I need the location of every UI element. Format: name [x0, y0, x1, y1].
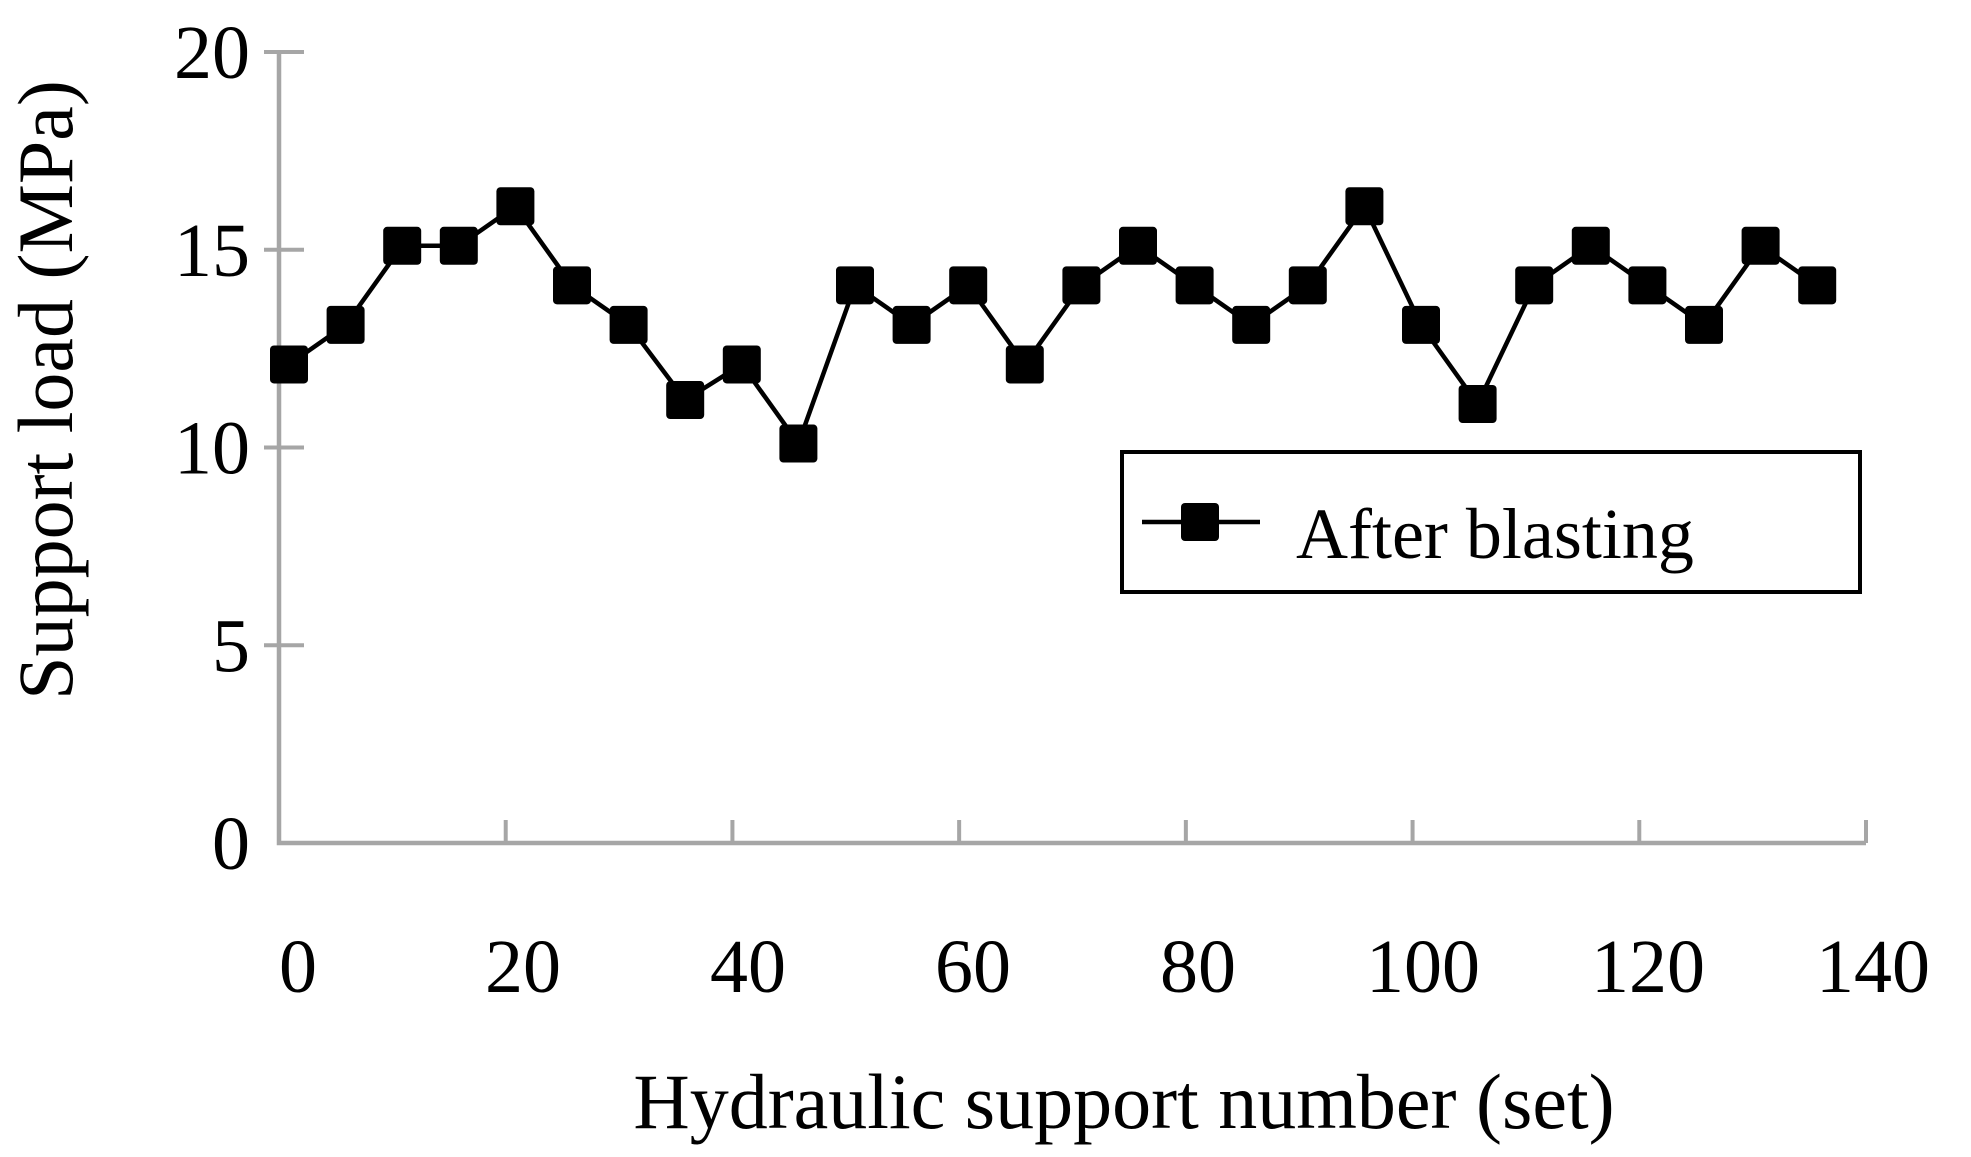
- x-tick-label: 80: [1160, 925, 1236, 1009]
- data-point-marker: [1288, 266, 1327, 305]
- axis-lines: [276, 52, 1866, 846]
- x-axis-title: Hydraulic support number (set): [633, 1058, 1614, 1145]
- data-point-marker: [1515, 266, 1554, 305]
- data-point-marker: [836, 266, 874, 305]
- data-point-marker: [609, 305, 648, 344]
- legend-label: After blasting: [1296, 494, 1694, 574]
- data-point-marker: [949, 266, 988, 305]
- data-point-marker: [779, 424, 818, 463]
- data-point-marker: [326, 305, 365, 344]
- x-tick-label: 60: [935, 925, 1011, 1009]
- data-point-marker: [1232, 305, 1271, 344]
- y-tick-label: 10: [174, 407, 250, 491]
- data-point-marker: [1458, 384, 1497, 423]
- data-point-marker: [722, 345, 761, 384]
- axes-layer: 0 5 10 15 20 0 20 40 60 80 100 120 140: [174, 11, 1930, 1009]
- x-tick-label: 0: [279, 925, 317, 1009]
- y-tick-label: 20: [174, 11, 250, 95]
- data-point-marker: [1628, 266, 1667, 305]
- legend-square-marker-icon: [1181, 503, 1219, 541]
- data-point-marker: [1062, 266, 1101, 305]
- y-tick-label: 0: [212, 802, 250, 886]
- data-point-marker: [1741, 226, 1780, 265]
- series-line: [287, 201, 1819, 449]
- data-point-marker: [1402, 305, 1440, 344]
- y-tick-label: 5: [212, 604, 250, 688]
- x-tick-label: 120: [1591, 925, 1705, 1009]
- x-tick-label: 100: [1366, 925, 1480, 1009]
- series-layer: [270, 187, 1837, 463]
- data-point-marker: [1005, 345, 1044, 384]
- legend: After blasting: [1120, 450, 1862, 594]
- data-point-marker: [1119, 226, 1157, 265]
- x-tick-label: 140: [1816, 925, 1930, 1009]
- data-point-marker: [892, 305, 931, 344]
- x-tick-label: 20: [485, 925, 561, 1009]
- data-point-marker: [553, 266, 591, 305]
- data-point-marker: [383, 226, 422, 265]
- data-point-marker: [1345, 187, 1384, 226]
- y-tick-label: 15: [174, 209, 250, 293]
- data-point-marker: [270, 345, 308, 384]
- x-tick-label: 40: [710, 925, 786, 1009]
- data-point-marker: [1798, 266, 1837, 305]
- data-point-marker: [666, 381, 705, 420]
- data-point-marker: [439, 226, 478, 265]
- data-point-marker: [1571, 226, 1610, 265]
- data-point-marker: [1685, 305, 1723, 344]
- data-point-marker: [496, 187, 535, 226]
- data-point-marker: [1175, 266, 1214, 305]
- y-axis-title: Support load (MPa): [2, 80, 89, 700]
